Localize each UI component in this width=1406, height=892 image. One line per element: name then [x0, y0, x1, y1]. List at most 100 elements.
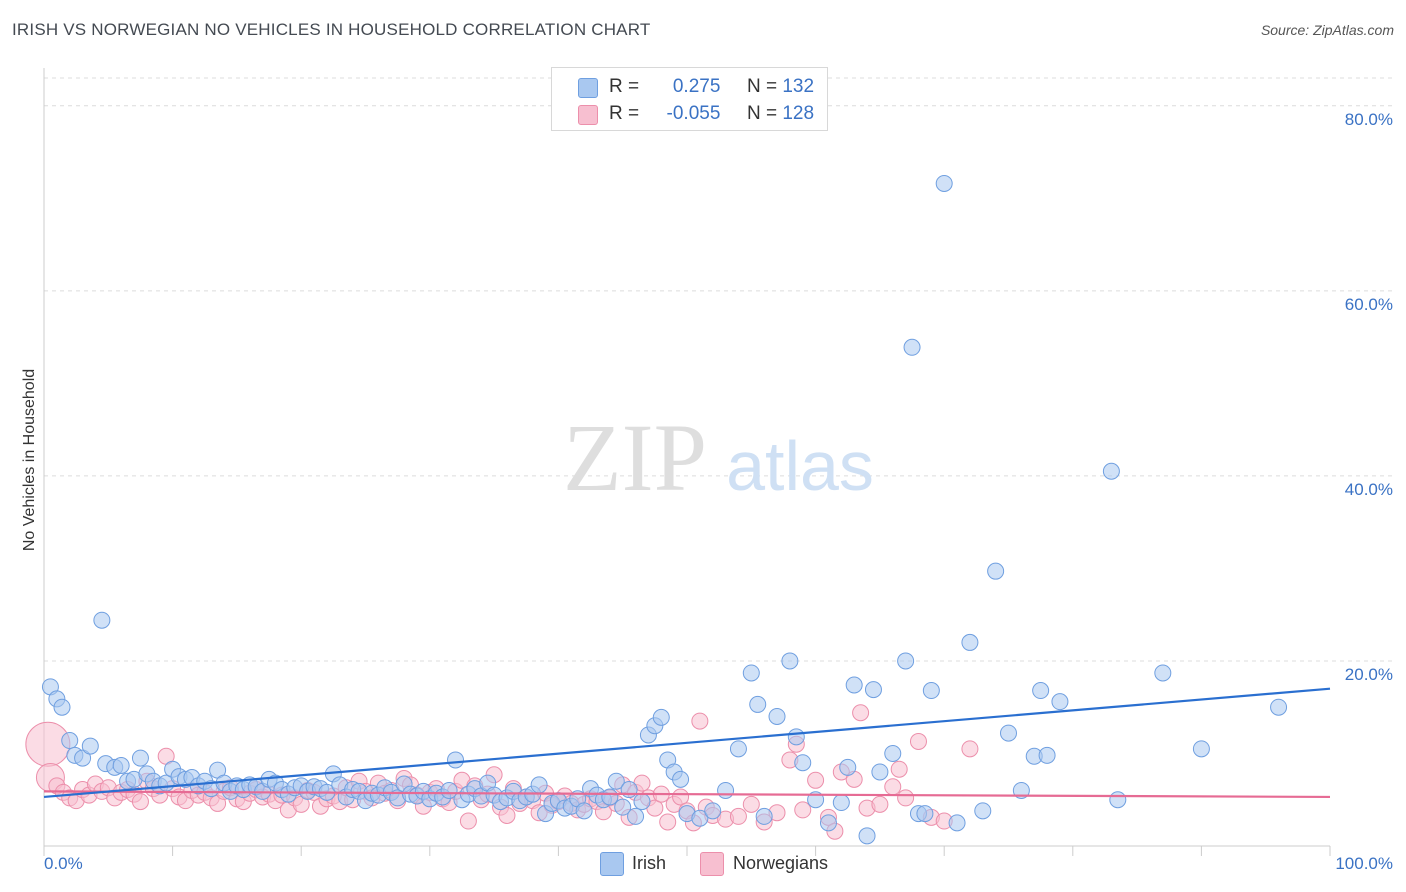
irish-point: [691, 809, 709, 827]
y-tick-label: 40.0%: [1345, 480, 1393, 499]
irish-point: [530, 776, 548, 794]
x-tick-label: 100.0%: [1335, 854, 1393, 873]
norwegians-n-label: N =: [746, 103, 778, 124]
irish-point: [922, 682, 940, 700]
irish-point: [1154, 664, 1172, 682]
norwegians-swatch: [578, 105, 598, 125]
irish-point: [440, 781, 458, 799]
bottom-irish-label: Irish: [632, 853, 667, 873]
irish-point: [845, 676, 863, 694]
irish-point: [903, 338, 921, 356]
irish-point: [864, 681, 882, 699]
norwegians-point: [909, 732, 927, 750]
irish-point: [627, 807, 645, 825]
irish-swatch: [578, 78, 598, 98]
irish-point: [935, 174, 953, 192]
irish-point: [652, 708, 670, 726]
irish-point: [81, 737, 99, 755]
trend-lines: [43, 687, 1331, 799]
irish-point: [871, 763, 889, 781]
irish-point: [781, 652, 799, 670]
y-tick-label: 20.0%: [1345, 665, 1393, 684]
bottom-norwegians-label: Norwegians: [733, 853, 829, 873]
grid-lines: [44, 77, 1392, 662]
irish-point: [897, 652, 915, 670]
irish-point: [749, 695, 767, 713]
watermark: ZIP atlas: [563, 404, 874, 511]
irish-point: [1032, 682, 1050, 700]
irish-r-label: R =: [609, 76, 640, 97]
tick-labels: 20.0% 40.0% 60.0% 80.0% 0.0% 100.0%: [44, 110, 1393, 873]
irish-point: [93, 611, 111, 629]
irish-point: [1270, 698, 1288, 716]
norwegians-point: [498, 806, 516, 824]
irish-point: [742, 664, 760, 682]
irish-point: [961, 633, 979, 651]
irish-r-value: 0.275: [672, 76, 721, 97]
norwegians-point: [961, 740, 979, 758]
irish-point: [447, 751, 465, 769]
irish-point: [717, 781, 735, 799]
irish-point: [1038, 746, 1056, 764]
norwegians-trend-line: [43, 790, 1331, 799]
watermark-atlas: atlas: [726, 427, 874, 505]
irish-point: [755, 807, 773, 825]
irish-point: [832, 794, 850, 812]
bottom-norwegians-swatch: [700, 852, 724, 876]
norwegians-n-value: 128: [782, 103, 815, 124]
irish-point: [819, 814, 837, 832]
irish-point: [1102, 462, 1120, 480]
norwegians-r-value: -0.055: [666, 103, 721, 124]
irish-point: [1012, 781, 1030, 799]
irish-point: [112, 756, 130, 774]
norwegians-point: [852, 704, 870, 722]
irish-point: [974, 802, 992, 820]
norwegians-point: [131, 793, 149, 811]
irish-point: [987, 562, 1005, 580]
irish-point: [53, 698, 71, 716]
y-tick-label: 60.0%: [1345, 295, 1393, 314]
irish-point: [61, 732, 79, 750]
axes: [43, 68, 1331, 856]
y-tick-label: 80.0%: [1345, 110, 1393, 129]
x-tick-label: 0.0%: [44, 854, 83, 873]
irish-n-value: 132: [782, 76, 815, 97]
irish-point: [620, 781, 638, 799]
irish-point: [787, 728, 805, 746]
irish-point: [839, 758, 857, 776]
irish-point: [794, 754, 812, 772]
norwegians-point: [659, 813, 677, 831]
irish-point: [601, 788, 619, 806]
irish-point: [884, 744, 902, 762]
irish-point: [704, 802, 722, 820]
norwegians-point: [897, 789, 915, 807]
irish-point: [607, 772, 625, 790]
irish-point: [575, 802, 593, 820]
bottom-irish-swatch: [600, 852, 624, 876]
norwegians-point: [459, 812, 477, 830]
irish-trend-line: [43, 687, 1331, 799]
chart-title: IRISH VS NORWEGIAN NO VEHICLES IN HOUSEH…: [12, 20, 651, 39]
irish-point: [729, 740, 747, 758]
irish-point: [614, 798, 632, 816]
source-credit: Source: ZipAtlas.com: [1260, 22, 1394, 38]
legend-irish-text: R = 0.275 N = 132: [609, 76, 814, 98]
norwegians-point: [871, 795, 889, 813]
irish-point: [74, 749, 92, 767]
irish-point: [948, 814, 966, 832]
irish-point: [858, 827, 876, 845]
norwegians-point: [794, 801, 812, 819]
norwegians-point: [742, 795, 760, 813]
irish-point: [672, 770, 690, 788]
irish-point: [1000, 724, 1017, 742]
norwegians-point: [691, 712, 709, 730]
irish-point: [1109, 791, 1127, 809]
irish-point: [633, 793, 651, 811]
irish-point: [768, 707, 786, 725]
norwegians-point: [890, 760, 908, 778]
irish-point: [131, 749, 149, 767]
irish-point: [1192, 740, 1210, 758]
legend: R = 0.275 N = 132 R = -0.055 N = 128: [551, 67, 828, 131]
norwegians-point: [807, 771, 825, 789]
